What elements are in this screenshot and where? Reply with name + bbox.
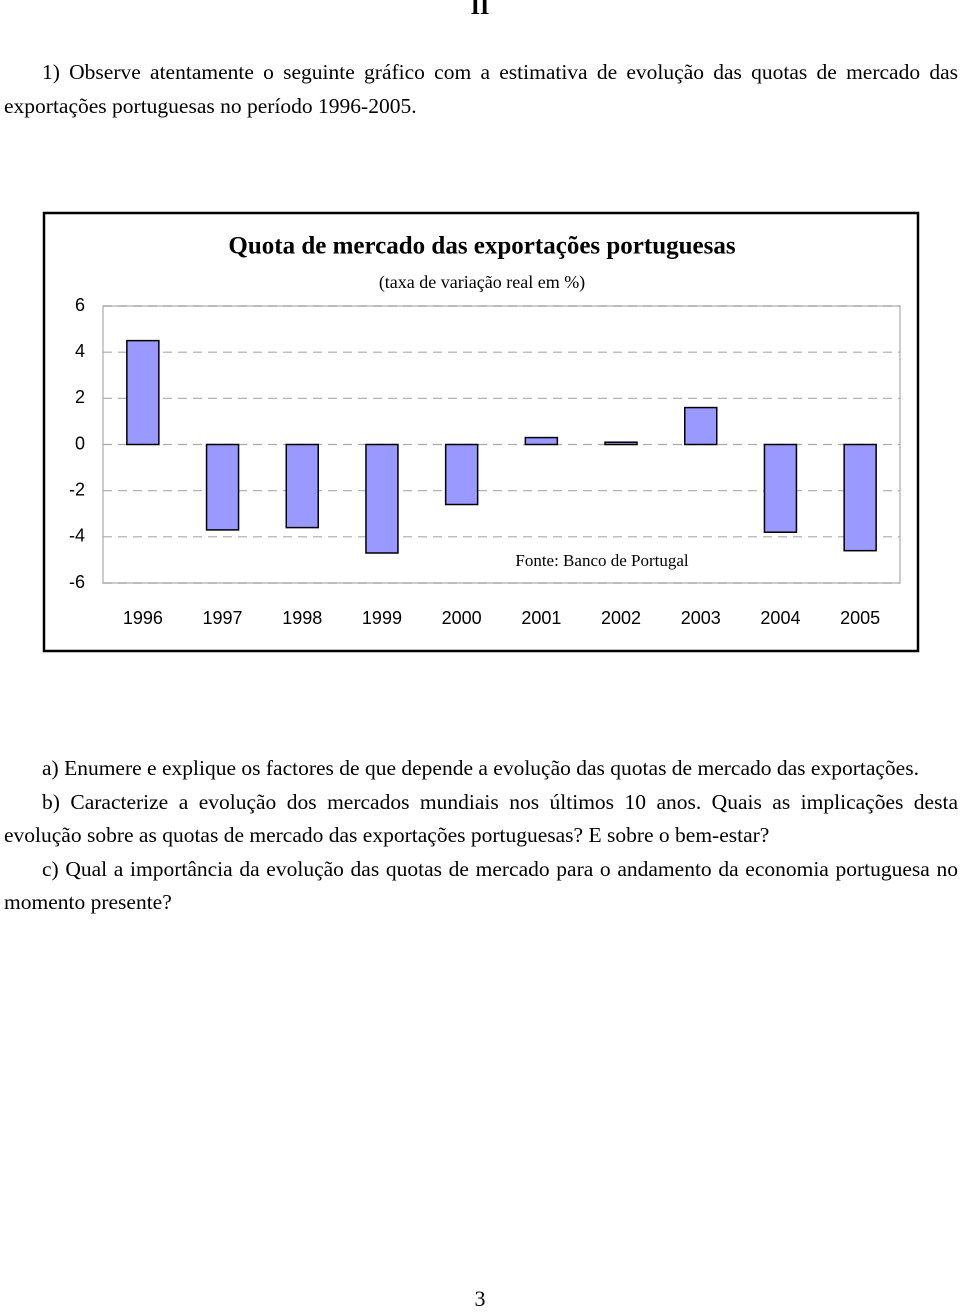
x-tick-label: 2000 [442, 608, 482, 628]
chart-source: Fonte: Banco de Portugal [515, 551, 689, 570]
bar [684, 406, 718, 446]
bar [285, 443, 319, 529]
chart-frame [42, 211, 920, 653]
question: a) Enumere e explique os factores de que… [42, 756, 919, 780]
bar [444, 443, 479, 506]
intro-text: 1) Observe atentamente o seguinte gráfic… [4, 60, 958, 118]
y-tick-label: -4 [69, 526, 85, 546]
y-tick-label: 6 [75, 295, 85, 315]
chart-subtitle: (taxa de variação real em %) [379, 272, 585, 293]
question: b) Caracterize a evolução dos mercados m… [4, 789, 958, 848]
bar [524, 436, 559, 446]
x-tick-label: 1999 [362, 608, 402, 628]
question: c) Qual a importância da evolução das qu… [4, 856, 958, 915]
y-tick-label: 0 [75, 433, 85, 453]
x-tick-label: 1997 [203, 608, 243, 628]
bar [126, 339, 160, 446]
chart: Quota de mercado das exportações portugu… [42, 211, 920, 653]
y-tick-label: 4 [75, 341, 85, 361]
section-header: II [470, 0, 490, 20]
bar [843, 443, 877, 552]
x-tick-label: 2002 [601, 608, 641, 628]
bar [205, 443, 240, 531]
y-tick-label: -6 [69, 572, 85, 592]
x-tick-label: 2001 [521, 608, 561, 628]
x-tick-label: 2005 [840, 608, 880, 628]
x-tick-label: 1998 [282, 608, 322, 628]
y-tick-label: 2 [75, 387, 85, 407]
x-tick-label: 2004 [760, 608, 800, 628]
bar [604, 441, 638, 446]
bar [763, 443, 798, 533]
chart-title: Quota de mercado das exportações portugu… [228, 233, 735, 260]
questions: a) Enumere e explique os factores de que… [4, 752, 958, 920]
intro-block: 1) Observe atentamente o seguinte gráfic… [4, 56, 958, 123]
x-tick-label: 1996 [123, 608, 163, 628]
bar [365, 443, 399, 554]
y-tick-label: -2 [69, 479, 85, 499]
x-tick-label: 2003 [681, 608, 721, 628]
page-number: 3 [474, 1286, 486, 1311]
